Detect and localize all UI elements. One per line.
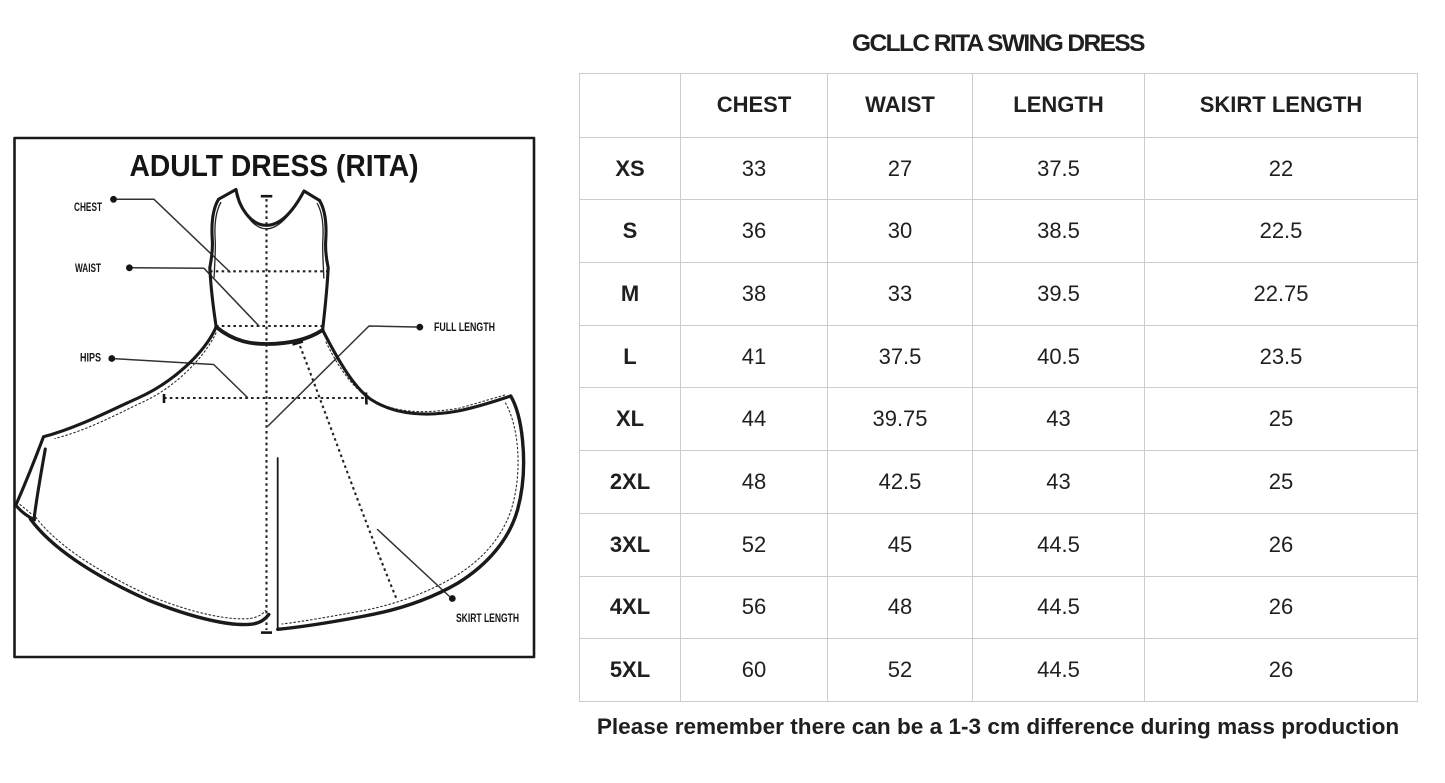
svg-text:CHEST: CHEST [74,200,102,214]
svg-text:SKIRT LENGTH: SKIRT LENGTH [456,611,519,625]
svg-text:HIPS: HIPS [80,351,101,365]
svg-text:FULL LENGTH: FULL LENGTH [434,320,495,334]
svg-text:ADULT DRESS (RITA): ADULT DRESS (RITA) [130,148,419,183]
svg-text:WAIST: WAIST [75,261,101,275]
